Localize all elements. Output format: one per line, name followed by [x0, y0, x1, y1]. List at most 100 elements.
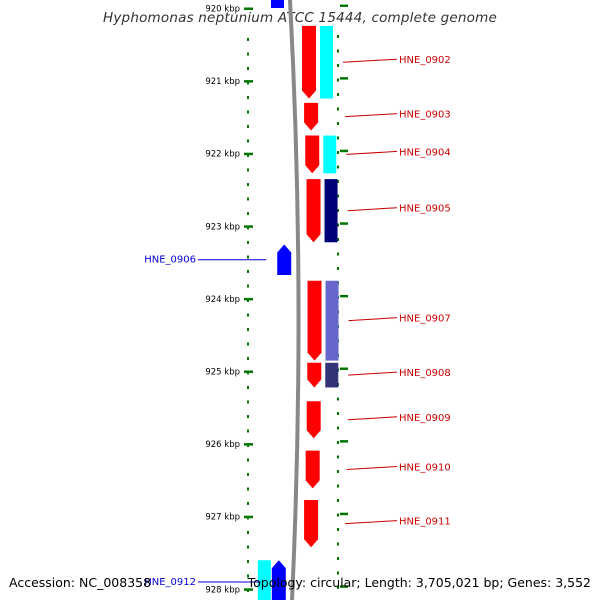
ruler-dot: [337, 122, 339, 125]
ruler-dot: [247, 429, 249, 433]
ruler-dot: [337, 78, 339, 82]
gene-arrow-hne_0902: [301, 25, 316, 99]
feature-block: [324, 179, 338, 243]
tick-mark-right: [340, 367, 348, 370]
tick-mark-left: [244, 297, 253, 301]
ruler-dot: [247, 52, 249, 56]
tick-mark-right: [340, 585, 348, 588]
ruler-dot: [337, 397, 339, 401]
ruler-dot: [337, 136, 339, 140]
ruler-dot: [337, 238, 339, 241]
gene-arrow-hne_0910: [305, 450, 320, 489]
ruler-dot: [247, 473, 249, 476]
ruler-dot: [247, 357, 249, 360]
tick-mark-left: [244, 152, 253, 156]
ruler-dot: [337, 194, 339, 198]
genome-title: Hyphomonas neptunium ATCC 15444, complet…: [103, 10, 497, 26]
feature-block: [323, 135, 337, 174]
ruler-dot: [337, 267, 339, 270]
tick-mark-left: [244, 80, 253, 83]
gene-labels: HNE_0902 HNE_0903 HNE_0904 HNE_0905 HNE_0906…: [144, 55, 451, 588]
ruler-dot: [337, 426, 339, 430]
ruler-dot: [337, 557, 339, 560]
gene-arrow-hne_0905: [306, 179, 321, 243]
tick-label: 920 kbp: [205, 5, 240, 15]
ruler-dot: [337, 252, 339, 256]
ruler-dot: [247, 125, 249, 128]
ruler-dot: [247, 154, 249, 157]
gene-leader-line: [347, 416, 398, 421]
ruler-dot: [337, 223, 339, 227]
tick-mark-left: [244, 225, 253, 228]
gene-leader-line: [348, 371, 398, 376]
ruler-dot: [337, 93, 339, 96]
tick-mark-left: [244, 370, 253, 373]
tick-label: 927 kbp: [205, 513, 240, 523]
ruler-dot: [337, 165, 339, 169]
ruler-dot: [337, 499, 339, 502]
ruler-dot: [247, 386, 249, 389]
gene-arrow-hne_0908: [307, 362, 322, 388]
gene-arrow-hne_0907: [307, 280, 322, 361]
genome-summary-label: Topology: circular; Length: 3,705,021 bp…: [247, 575, 591, 590]
ruler-dot: [247, 284, 249, 288]
ruler-dot: [337, 441, 339, 444]
ruler-dot: [247, 183, 249, 186]
gene-leader-line: [348, 317, 398, 322]
tick-mark-right: [340, 222, 348, 225]
ruler-dot: [337, 542, 339, 546]
ruler-dot: [337, 151, 339, 154]
gene-arrow-hne_0903: [304, 102, 319, 131]
ruler-dot: [337, 528, 339, 531]
gene-leader-line: [347, 207, 398, 212]
gene-leader-line: [345, 520, 398, 525]
gene-arrow-hne_0904: [305, 135, 320, 174]
ruler-dot: [337, 180, 339, 183]
ruler-dot: [247, 139, 249, 143]
tick-mark-right: [340, 512, 348, 516]
ruler-dot: [247, 545, 249, 549]
ruler-dot: [247, 212, 249, 215]
gene-arrow-hne_0911: [304, 500, 319, 548]
feature-block: [325, 362, 339, 388]
ruler-dot: [337, 64, 339, 67]
tick-label: 921 kbp: [205, 77, 240, 87]
ruler-dot: [247, 38, 249, 41]
ruler-dot: [337, 586, 339, 589]
gene-arrow-hne_0909: [306, 401, 321, 439]
ruler-dot: [337, 484, 339, 488]
ruler-dot: [247, 110, 249, 114]
gene-label-hne_0903: HNE_0903: [399, 110, 451, 121]
ruler-dot: [337, 209, 339, 212]
tick-label: 925 kbp: [205, 368, 240, 378]
ruler-dot: [247, 197, 249, 201]
tick-label: 924 kbp: [205, 295, 240, 305]
gene-arrow-hne_0912: [271, 560, 286, 600]
tick-label: 923 kbp: [205, 222, 240, 232]
partial-feature-block: [271, 0, 284, 8]
ruler-dot: [337, 412, 339, 415]
tick-mark-right: [340, 77, 348, 80]
ruler-dot: [247, 168, 249, 172]
ruler-dot: [337, 35, 339, 38]
tick-label: 922 kbp: [205, 150, 240, 160]
gene-label-hne_0910: HNE_0910: [399, 463, 451, 474]
feature-tracks: [257, 25, 339, 600]
ruler-dot: [247, 560, 249, 563]
gene-leader-line: [345, 113, 398, 118]
ruler-dot: [337, 455, 339, 459]
ruler-dot: [247, 67, 249, 70]
tick-mark-right: [340, 294, 348, 298]
ruler-dot: [247, 574, 249, 578]
ruler-dot: [247, 502, 249, 505]
ruler-dot: [247, 96, 249, 99]
tick-mark-right: [340, 149, 348, 153]
feature-block: [325, 280, 339, 361]
ruler-dot: [247, 487, 249, 491]
gene-label-hne_0902: HNE_0902: [399, 55, 451, 66]
tick-mark-left: [244, 443, 253, 446]
ruler-dot: [337, 571, 339, 575]
gene-label-hne_0909: HNE_0909: [399, 413, 451, 424]
gene-label-hne_0905: HNE_0905: [399, 204, 451, 215]
